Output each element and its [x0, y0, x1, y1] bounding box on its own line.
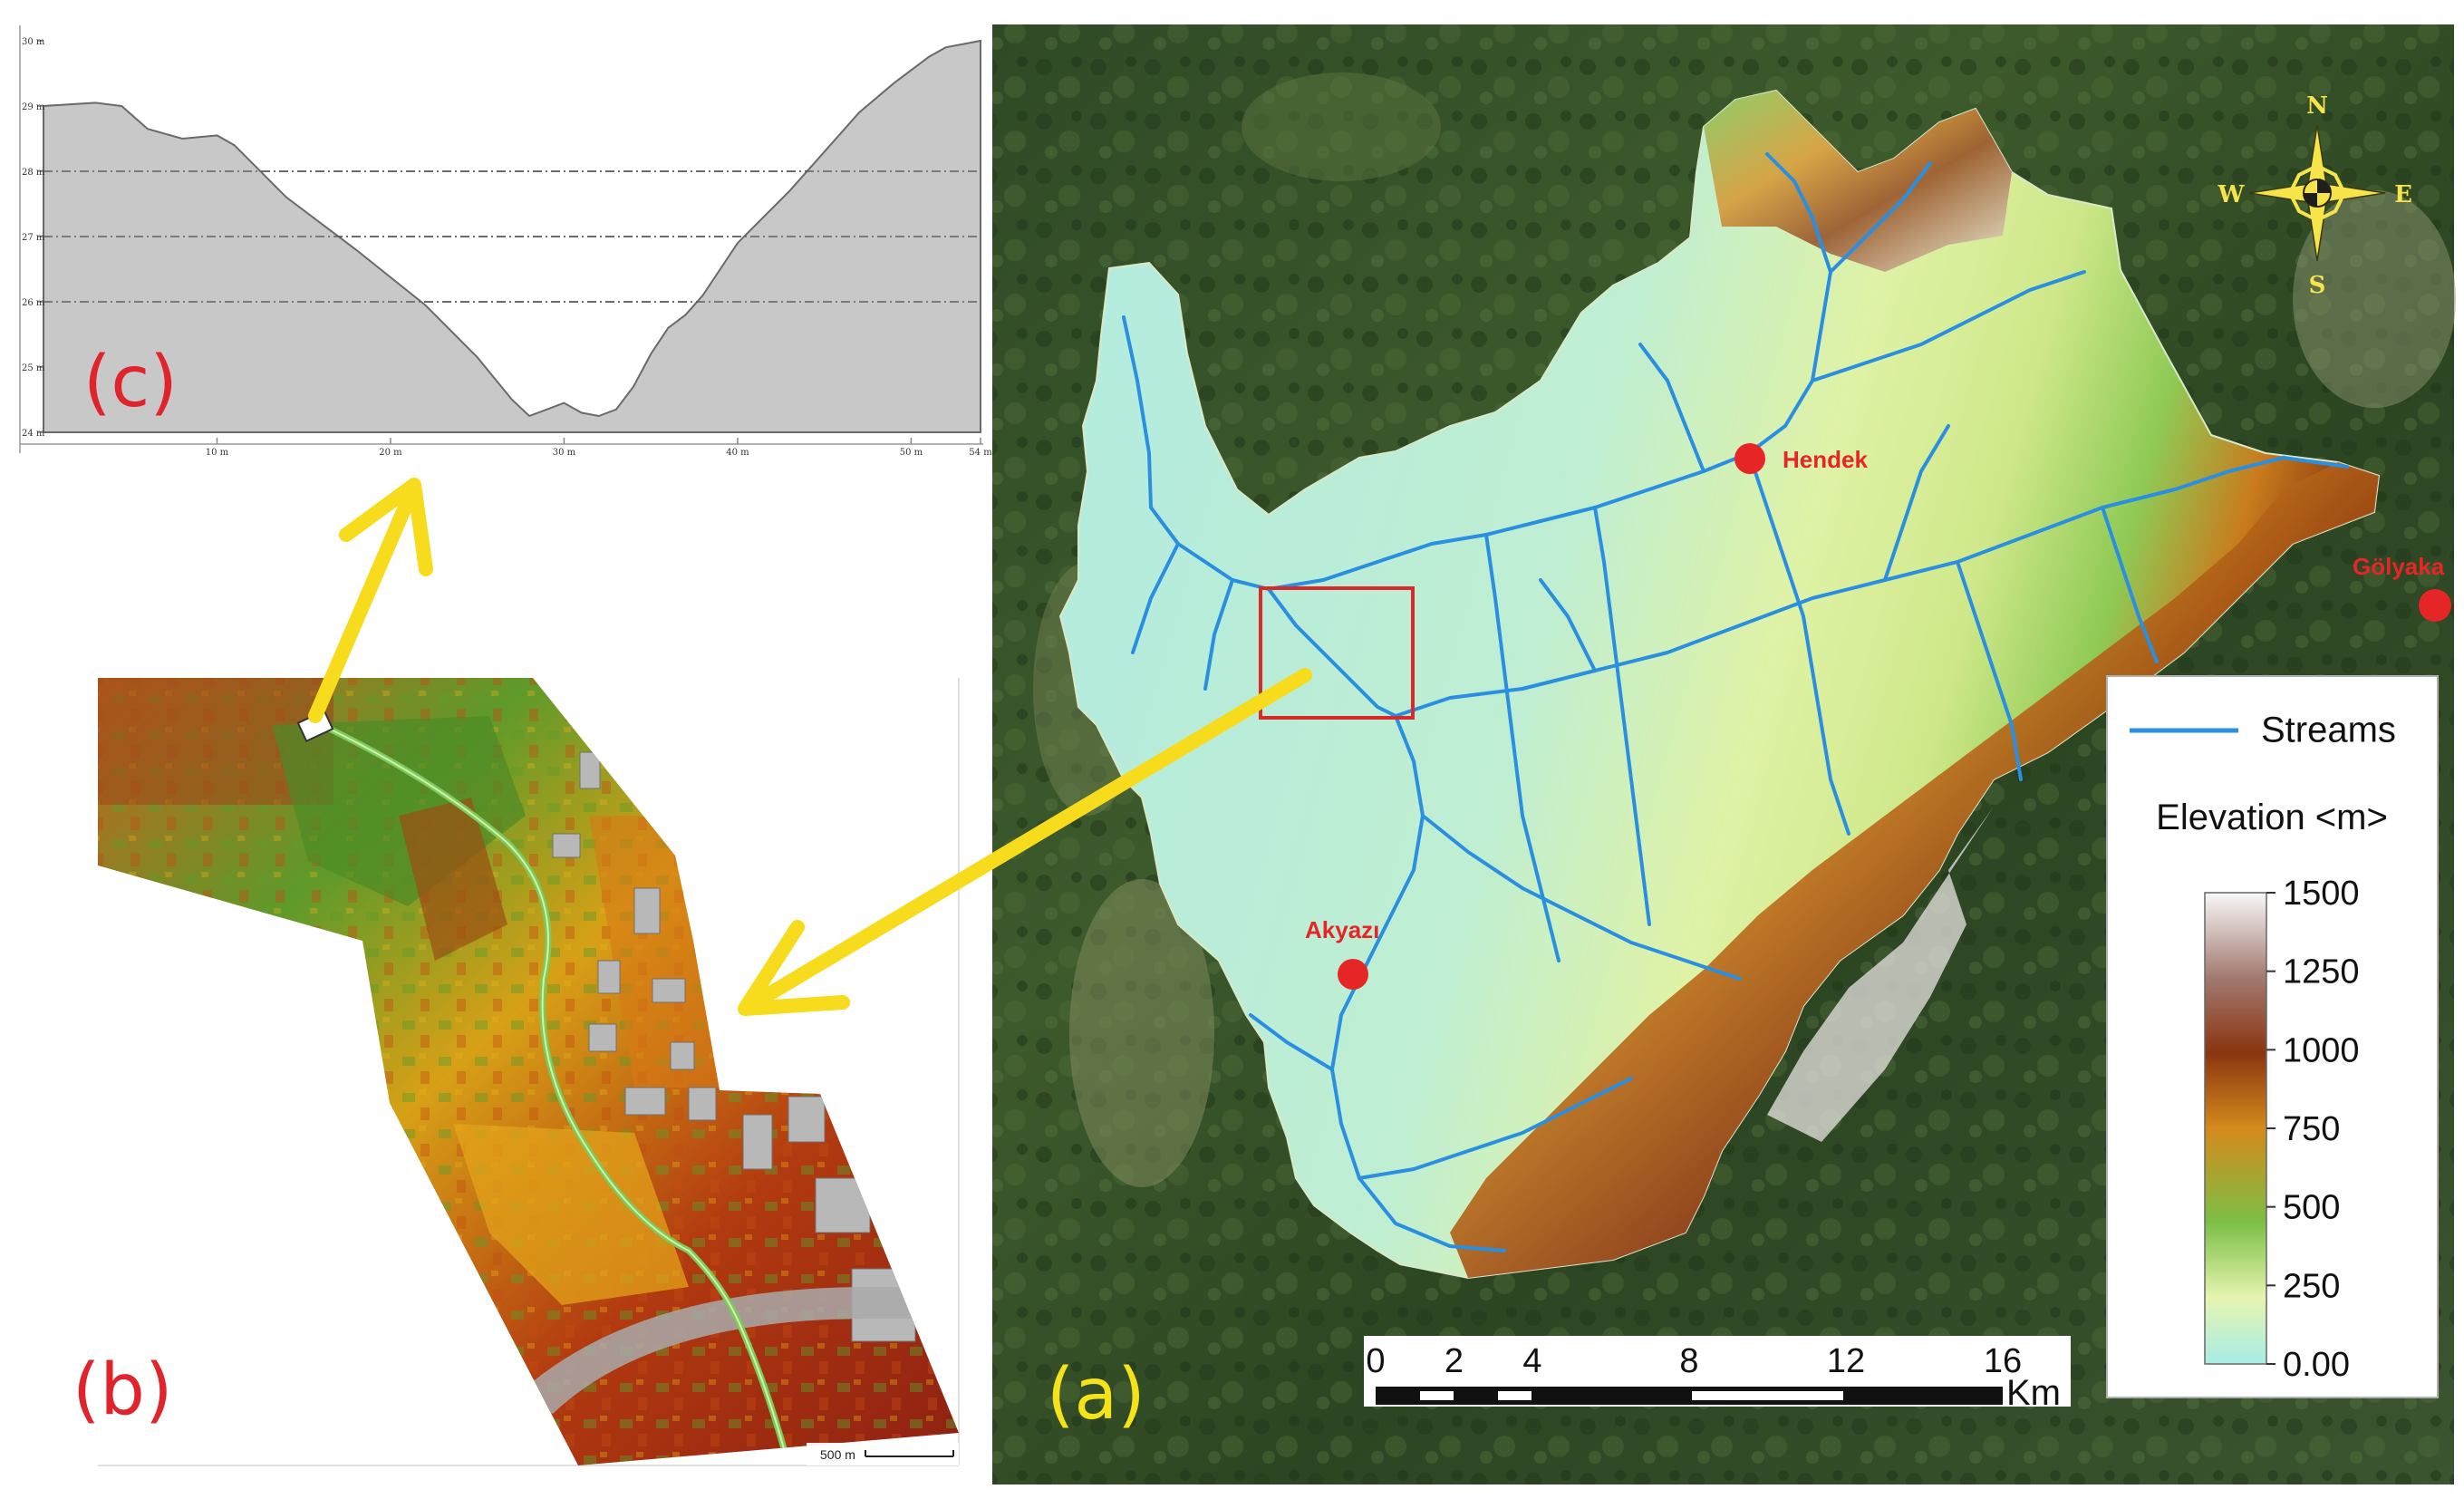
svg-text:500 m: 500 m [820, 1447, 855, 1462]
town-hendek: Hendek [1734, 443, 1868, 474]
profile-y-tick-label: 25 m [22, 363, 45, 373]
compass-w: W [2217, 181, 2245, 208]
scalebar-tick-label: 16 [1984, 1342, 2022, 1380]
profile-y-tick-label: 27 m [22, 233, 45, 243]
northern-ridge [1704, 91, 2012, 272]
profile-panel: 30 m 29 m 28 m 27 m 26 m 25 m 24 m 10 m 20 m 30 … [19, 25, 992, 458]
profile-y-tick-label: 24 m [22, 429, 45, 439]
scalebar-tick-label: 4 [1522, 1342, 1541, 1380]
svg-text:Gölyaka: Gölyaka [2353, 553, 2445, 580]
compass-rose-icon: N S E W [2217, 92, 2412, 299]
southern-mountains [1450, 462, 2379, 1278]
svg-text:Hendek: Hendek [1783, 446, 1868, 473]
panel-label-c: (c) [83, 342, 178, 423]
elevation-colorbar [2204, 892, 2267, 1365]
detail-scalebar: 500 m [807, 1443, 959, 1465]
compass-e: E [2394, 181, 2412, 208]
compass-n: N [2306, 92, 2328, 120]
connector-arrows [308, 478, 1312, 1016]
profile-y-tick-label: 28 m [22, 168, 45, 178]
elevation-tick-label: 0.00 [2283, 1346, 2350, 1384]
panel-label-a: (a) [1047, 1354, 1145, 1436]
scalebar-tick-label: 12 [1827, 1342, 1865, 1380]
profile-x-tick-label: 10 m [206, 448, 229, 458]
elevation-tick-label: 1250 [2283, 953, 2360, 991]
scalebar-tick-label: 0 [1366, 1342, 1385, 1380]
detail-panel: 500 m (b) [72, 678, 960, 1466]
profile-x-tick-label: 50 m [900, 448, 923, 458]
legend-elevation-title: Elevation <m> [2156, 798, 2388, 837]
scalebar-tick-label: 8 [1679, 1342, 1698, 1380]
arrow-map-to-detail [738, 668, 1312, 1016]
arrow-detail-to-profile [308, 478, 433, 723]
elevation-tick-label: 1500 [2283, 875, 2360, 913]
elevation-tick-labels: 1500 1250 1000 750 500 250 0.00 [2266, 875, 2360, 1384]
profile-y-tick-label: 30 m [22, 37, 45, 47]
town-golyaka: Gölyaka [2353, 553, 2451, 622]
profile-y-tick-label: 29 m [22, 102, 45, 112]
profile-x-tick-labels: 10 m 20 m 30 m 40 m 50 m 54 m [206, 438, 992, 458]
legend: Streams Elevation <m> 1500 1250 1000 750 500… [2106, 675, 2439, 1398]
study-area-box [1259, 586, 1415, 720]
elevation-tick-label: 1000 [2283, 1031, 2360, 1069]
profile-y-tick-label: 26 m [22, 298, 45, 308]
scalebar-tick-labels: 0 2 4 8 12 16 [1366, 1342, 2022, 1380]
compass-s: S [2309, 272, 2326, 299]
elevation-tick-label: 250 [2283, 1267, 2340, 1305]
elevation-tick-label: 750 [2283, 1110, 2340, 1148]
profile-x-tick-label: 40 m [726, 448, 749, 458]
scalebar-tick-label: 2 [1445, 1342, 1464, 1380]
town-akyazi: Akyazı [1305, 916, 1379, 990]
profile-x-tick-label: 54 m [969, 448, 992, 458]
stream-network [1122, 152, 2349, 1252]
map-scalebar: 0 2 4 8 12 16 Km [1364, 1336, 2071, 1413]
profile-x-tick-label: 30 m [553, 448, 576, 458]
elevation-tick-label: 500 [2283, 1189, 2340, 1227]
profile-x-tick-label: 20 m [379, 448, 402, 458]
panel-label-b: (b) [72, 1349, 172, 1431]
legend-streams-label: Streams [2261, 711, 2396, 750]
svg-text:Akyazı: Akyazı [1305, 916, 1379, 943]
profile-ground-area [43, 39, 981, 433]
scalebar-unit: Km [2006, 1373, 2061, 1413]
profile-y-tick-labels: 30 m 29 m 28 m 27 m 26 m 25 m 24 m [22, 37, 45, 439]
map-panel: Hendek Akyazı Gölyaka N S E W [992, 24, 2456, 1484]
